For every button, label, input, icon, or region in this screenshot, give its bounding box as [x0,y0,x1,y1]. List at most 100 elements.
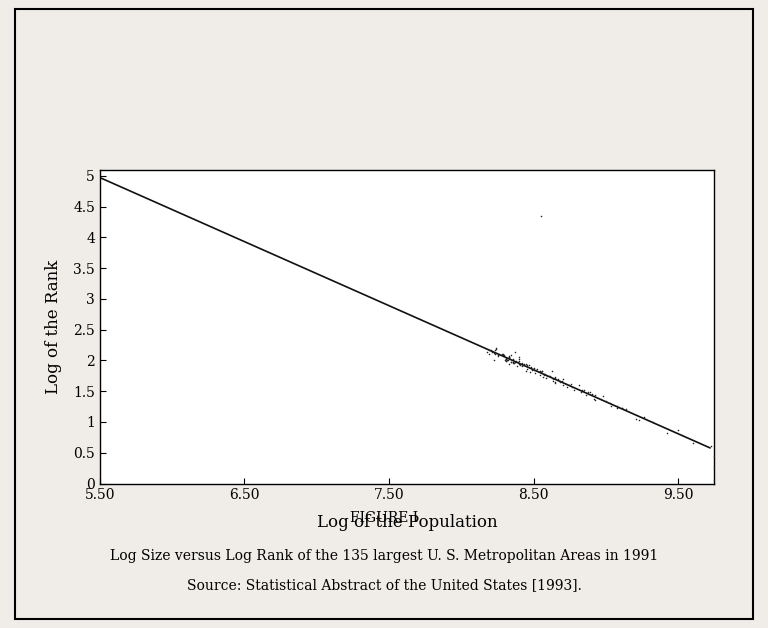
Point [564,379,577,389]
Point [492,352,504,362]
Point [520,366,532,376]
Point [540,374,552,384]
Point [499,355,511,365]
Point [539,369,551,379]
Point [595,394,607,404]
Point [514,360,526,370]
Point [615,403,627,413]
Point [498,350,510,360]
Point [512,352,525,362]
Point [600,396,612,406]
Point [500,356,512,366]
Point [511,361,523,371]
Point [549,372,561,382]
Point [541,371,553,381]
Point [546,366,558,376]
X-axis label: Log of the Population: Log of the Population [316,514,498,531]
Point [526,364,538,374]
Point [531,364,543,374]
Point [565,382,578,392]
Point [638,412,650,422]
Point [530,364,542,374]
Point [507,358,519,368]
Point [582,387,594,397]
Point [511,357,524,367]
Point [497,349,509,359]
Point [568,384,580,394]
Point [502,355,515,365]
Point [490,344,502,354]
Point [507,357,519,367]
Point [543,371,555,381]
Point [538,370,551,380]
Point [631,413,643,423]
Point [513,359,525,369]
Point [676,430,688,440]
Point [611,403,623,413]
Point [549,373,561,383]
Point [547,374,559,384]
Point [500,355,512,365]
Point [488,355,501,365]
Point [535,211,547,221]
Point [488,348,500,358]
Point [503,352,515,362]
Point [557,374,569,384]
Point [503,352,515,362]
Point [535,370,547,380]
Point [482,347,494,357]
Point [535,365,548,376]
Point [548,378,561,388]
Point [502,351,515,361]
Point [535,367,548,377]
Point [525,362,538,372]
Point [605,401,617,411]
Point [505,357,518,367]
Point [561,382,574,392]
Point [671,425,684,435]
Point [490,343,502,353]
Point [497,350,509,360]
Point [633,414,645,425]
Point [534,367,546,377]
Point [508,357,521,367]
Point [584,387,597,397]
Point [604,398,616,408]
Point [499,354,511,364]
Point [505,357,518,367]
Point [499,354,511,364]
Point [502,352,515,362]
Point [503,354,515,364]
Point [489,345,502,355]
Point [620,404,632,414]
Point [521,364,533,374]
Point [551,374,564,384]
Point [555,376,568,386]
Point [586,389,598,399]
Point [708,475,720,485]
Point [499,354,511,364]
Point [616,403,628,413]
Point [508,358,521,368]
Point [708,451,720,461]
Point [508,347,521,357]
Point [588,394,601,404]
Point [483,345,495,355]
Text: Source: Statistical Abstract of the United States [1993].: Source: Statistical Abstract of the Unit… [187,578,581,592]
Point [505,350,518,360]
Point [574,387,587,398]
Point [573,381,585,391]
Point [485,345,498,355]
Point [535,366,548,376]
Point [513,355,525,365]
Point [513,354,525,364]
Y-axis label: Log of the Rank: Log of the Rank [45,259,62,394]
Point [486,347,498,357]
Point [525,367,537,377]
Point [510,357,522,367]
Point [509,357,521,367]
Point [523,360,535,370]
Text: FIGURE I: FIGURE I [350,511,418,525]
Point [518,359,530,369]
Point [554,376,566,386]
